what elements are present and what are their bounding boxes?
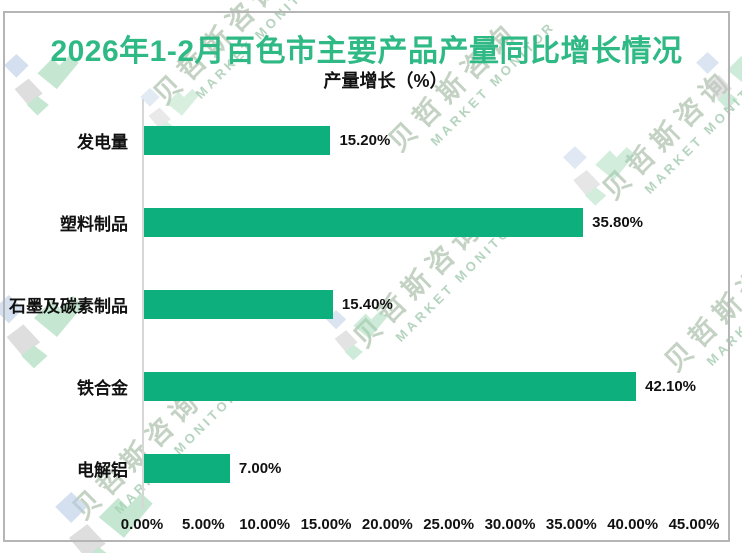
x-tick-label: 45.00% [668,516,720,533]
x-tick-label: 0.00% [120,516,164,533]
category-label: 石墨及碳素制品 [9,296,128,316]
bar-row: 35.80% [144,181,696,263]
value-label: 35.80% [592,213,644,231]
chart-title: 2026年1-2月百色市主要产品产量同比增长情况 [50,35,683,68]
bar [144,207,584,237]
category-label: 铁合金 [77,378,128,398]
x-tick-label: 5.00% [182,516,225,533]
bar [144,453,230,483]
x-tick-label: 20.00% [361,516,413,533]
x-tick-label: 25.00% [423,516,475,533]
category-label-column: 发电量塑料制品石墨及碳素制品铁合金电解铝 [5,99,135,509]
x-tick-label: 10.00% [239,516,291,533]
x-tick-label: 40.00% [607,516,659,533]
bar-row: 7.00% [144,427,696,509]
axis-title: 产量增长（%） [323,71,448,91]
x-tick-label: 30.00% [484,516,536,533]
bar-row: 15.20% [144,99,696,181]
bar-row: 42.10% [144,345,696,427]
category-label: 塑料制品 [60,214,128,234]
value-label: 15.20% [339,131,391,149]
x-tick-label: 35.00% [545,516,597,533]
plot-area: 15.20% 35.80% 15.40% 42.10% 7.00% [142,99,696,509]
x-axis-ticks: 0.00% 5.00% 10.00% 15.00% 20.00% 25.00% 30.00%… [121,516,720,540]
bar [144,125,331,155]
value-label: 7.00% [238,459,282,477]
category-label: 发电量 [77,132,128,152]
category-label: 电解铝 [77,460,128,480]
value-label: 42.10% [645,377,696,395]
x-tick-label: 15.00% [300,516,352,533]
chart-frame: 2026年1-2月百色市主要产品产量同比增长情况 产量增长（%） 发电量塑料制品… [3,11,730,542]
value-label: 15.40% [341,295,393,313]
bar-row: 15.40% [144,263,696,345]
bar [144,289,333,319]
bar [144,371,637,401]
